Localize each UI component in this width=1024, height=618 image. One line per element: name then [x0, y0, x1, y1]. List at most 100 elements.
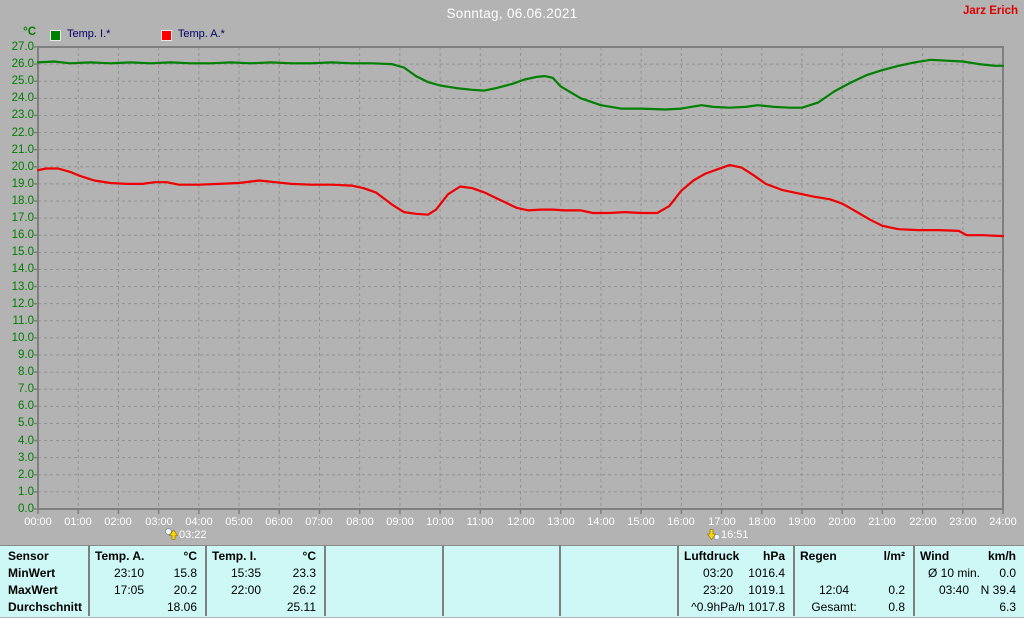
- y-tick-label: 5.0: [18, 417, 34, 429]
- chart-title: Sonntag, 06.06.2021: [446, 6, 578, 21]
- y-tick-label: 2.0: [18, 469, 34, 481]
- table-cell-time: 15:35: [230, 566, 262, 580]
- y-tick-label: 14.0: [11, 263, 34, 275]
- x-tick-label: 07:00: [305, 516, 333, 528]
- table-cell-value: 1016.4: [748, 566, 785, 580]
- y-tick-label: 18.0: [11, 195, 34, 207]
- table-col-header: Wind: [920, 549, 950, 563]
- stats-table: [0, 545, 1024, 617]
- x-tick-label: 20:00: [828, 516, 856, 528]
- y-tick-label: 26.0: [11, 58, 34, 70]
- y-tick-label: 0.0: [18, 503, 34, 515]
- table-divider: [324, 545, 326, 616]
- table-cell-value: 25.11: [286, 600, 316, 614]
- y-tick-label: 9.0: [18, 349, 34, 361]
- table-cell-time: 12:04: [818, 583, 850, 597]
- y-tick-label: 7.0: [18, 383, 34, 395]
- table-cell-value: 0.2: [888, 583, 905, 597]
- sunrise-icon: [165, 528, 179, 540]
- x-tick-label: 19:00: [788, 516, 816, 528]
- table-row-label: Sensor: [8, 549, 49, 563]
- table-cell-time: 22:00: [230, 583, 262, 597]
- table-cell-time: 23:10: [113, 566, 145, 580]
- table-cell-value: 6.3: [999, 600, 1016, 614]
- table-divider: [913, 545, 915, 616]
- y-tick-label: 16.0: [11, 229, 34, 241]
- y-tick-label: 19.0: [11, 178, 34, 190]
- x-tick-label: 08:00: [346, 516, 374, 528]
- x-tick-label: 02:00: [104, 516, 132, 528]
- table-cell-time: Ø 10 min.: [927, 566, 981, 580]
- x-tick-label: 05:00: [225, 516, 253, 528]
- x-tick-label: 11:00: [466, 516, 494, 528]
- table-cell-value: 0.8: [888, 600, 905, 614]
- table-cell-time: ^0.9hPa/h: [691, 600, 745, 614]
- y-tick-label: 15.0: [11, 246, 34, 258]
- y-tick-label: 21.0: [11, 144, 34, 156]
- sunset-icon: [706, 529, 720, 541]
- x-tick-label: 03:00: [145, 516, 173, 528]
- y-tick-label: 23.0: [11, 109, 34, 121]
- table-divider: [677, 545, 679, 616]
- y-tick-label: 1.0: [18, 486, 34, 498]
- x-tick-label: 17:00: [708, 516, 736, 528]
- legend-label-temp-i: Temp. I.*: [67, 28, 111, 40]
- x-tick-label: 10:00: [426, 516, 454, 528]
- table-cell-value: 1019.1: [748, 583, 785, 597]
- table-cell-value: 1017.8: [748, 600, 785, 614]
- series-line-temp-i: [36, 58, 1005, 111]
- table-divider: [559, 545, 561, 616]
- table-cell-value: N 39.4: [980, 583, 1016, 597]
- table-col-header: Luftdruck: [684, 549, 740, 563]
- y-axis-unit-label: °C: [23, 26, 36, 38]
- y-tick-label: 22.0: [11, 127, 34, 139]
- x-tick-label: 15:00: [627, 516, 655, 528]
- legend-swatch-temp-a: [160, 30, 172, 41]
- table-row-label: Durchschnitt: [8, 600, 83, 614]
- x-tick-label: 21:00: [868, 516, 896, 528]
- chart-plot: [34, 46, 1005, 514]
- table-cell-value: 15.8: [173, 566, 197, 580]
- table-divider: [88, 545, 90, 616]
- table-row-label: MaxWert: [8, 583, 58, 597]
- table-cell-value: 26.2: [292, 583, 316, 597]
- table-col-unit: l/m²: [883, 549, 905, 563]
- table-col-header: Temp. I.: [212, 549, 257, 563]
- table-cell-value: 18.06: [166, 600, 197, 614]
- x-tick-label: 12:00: [507, 516, 535, 528]
- table-col-unit: hPa: [762, 549, 785, 563]
- x-tick-label: 24:00: [989, 516, 1017, 528]
- x-tick-label: 01:00: [64, 516, 92, 528]
- table-cell-time: 03:20: [702, 566, 734, 580]
- y-tick-label: 24.0: [11, 92, 34, 104]
- y-tick-label: 12.0: [11, 298, 34, 310]
- y-tick-label: 11.0: [12, 315, 34, 327]
- sunrise-marker: 03:22: [165, 528, 207, 541]
- table-cell-time: 23:20: [702, 583, 734, 597]
- y-tick-label: 10.0: [11, 332, 34, 344]
- x-tick-label: 23:00: [949, 516, 977, 528]
- plot-border: [37, 46, 1004, 510]
- table-cell-value: 0.0: [999, 566, 1016, 580]
- legend-label-temp-a: Temp. A.*: [177, 28, 225, 40]
- x-tick-label: 09:00: [386, 516, 414, 528]
- x-tick-label: 16:00: [667, 516, 695, 528]
- x-tick-label: 13:00: [547, 516, 575, 528]
- x-tick-label: 06:00: [265, 516, 293, 528]
- table-col-unit: °C: [302, 549, 316, 563]
- y-tick-label: 4.0: [18, 435, 34, 447]
- watermark-author: Jarz Erich: [963, 5, 1018, 17]
- y-tick-label: 17.0: [11, 212, 34, 224]
- series-line-temp-a: [36, 164, 1005, 238]
- table-row-label: MinWert: [8, 566, 56, 580]
- sunset-marker: 16:51: [706, 528, 749, 541]
- y-tick-label: 25.0: [11, 75, 34, 87]
- y-tick-label: 8.0: [18, 366, 34, 378]
- table-col-unit: km/h: [987, 549, 1016, 563]
- x-tick-label: 14:00: [587, 516, 615, 528]
- y-tick-label: 6.0: [18, 400, 34, 412]
- table-cell-time: Gesamt:: [811, 600, 857, 614]
- y-tick-label: 13.0: [11, 281, 34, 293]
- y-tick-label: 27.0: [11, 41, 34, 53]
